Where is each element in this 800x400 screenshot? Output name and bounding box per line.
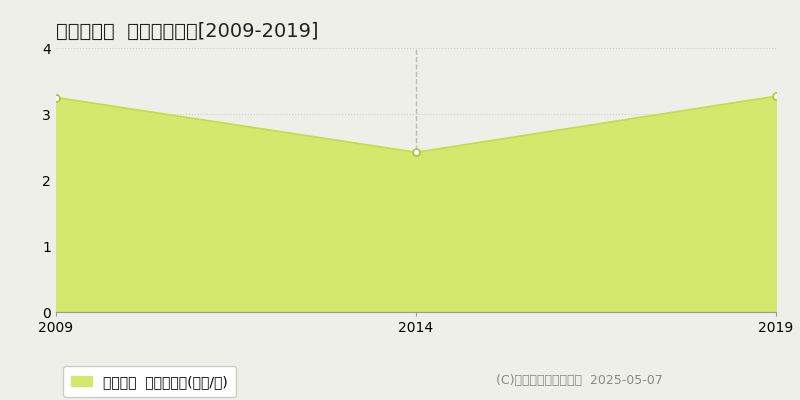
Text: (C)土地価格ドットコム  2025-05-07: (C)土地価格ドットコム 2025-05-07 (496, 374, 662, 387)
Legend: 住宅価格  平均坪単価(万円/坪): 住宅価格 平均坪単価(万円/坪) (63, 366, 236, 397)
Text: 富山市楡原  住宅価格推移[2009-2019]: 富山市楡原 住宅価格推移[2009-2019] (56, 22, 318, 41)
